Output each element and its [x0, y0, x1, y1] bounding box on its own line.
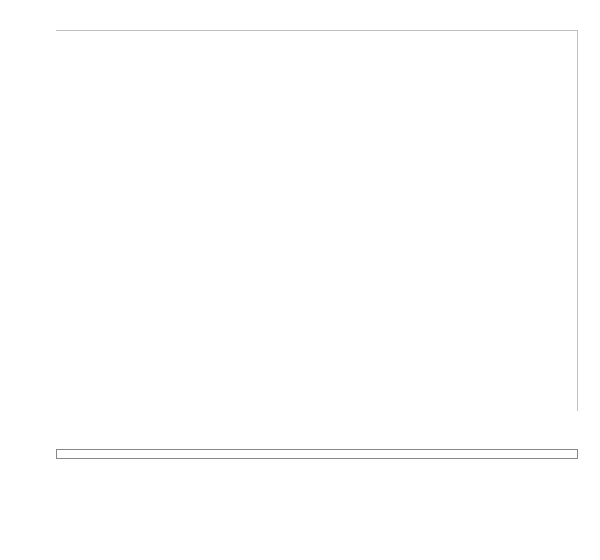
x-axis: [56, 411, 578, 445]
legend: [56, 449, 578, 459]
chart-title: [14, 8, 586, 26]
plot-area: [56, 30, 578, 411]
attribution: [56, 467, 586, 480]
